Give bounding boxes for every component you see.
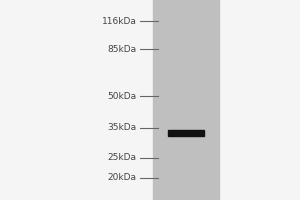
Text: 85kDa: 85kDa [107, 45, 136, 54]
Text: 116kDa: 116kDa [102, 17, 136, 26]
Bar [153, 0, 219, 200]
Text: 50kDa: 50kDa [107, 92, 136, 101]
Text: 35kDa: 35kDa [107, 123, 136, 132]
Text: 25kDa: 25kDa [107, 153, 136, 162]
Bar [168, 130, 204, 136]
Text: 20kDa: 20kDa [107, 173, 136, 182]
